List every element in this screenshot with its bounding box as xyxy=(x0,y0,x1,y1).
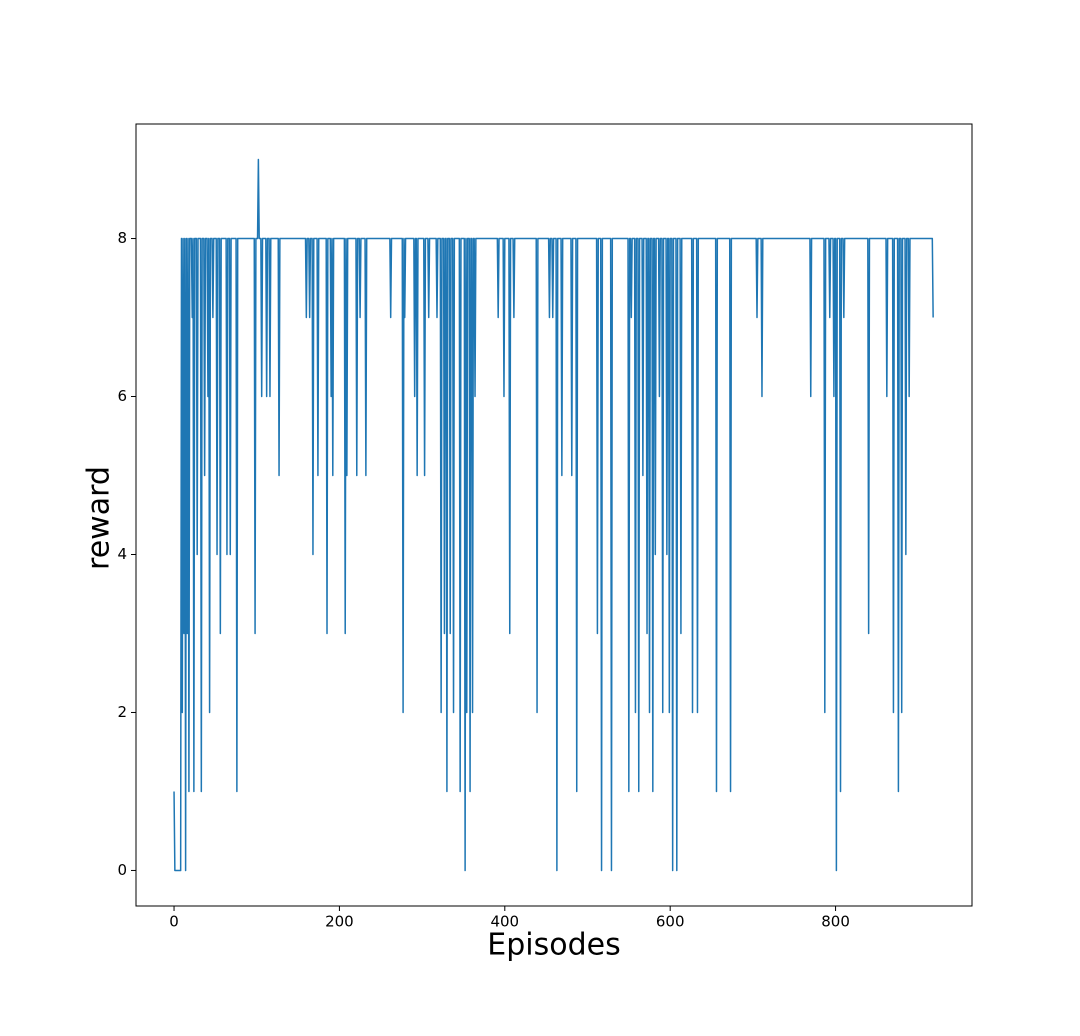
y-tick-label: 2 xyxy=(117,703,127,721)
x-tick-label: 800 xyxy=(821,913,850,931)
y-axis-label: reward xyxy=(82,466,117,570)
x-tick-label: 600 xyxy=(656,913,685,931)
x-axis-label: Episodes xyxy=(487,928,620,963)
y-tick-label: 6 xyxy=(117,387,127,405)
y-tick-label: 4 xyxy=(117,545,127,563)
y-tick-label: 8 xyxy=(117,229,127,247)
x-tick-label: 200 xyxy=(325,913,354,931)
x-tick-label: 0 xyxy=(169,913,179,931)
y-tick-label: 0 xyxy=(117,861,127,879)
data-line xyxy=(173,158,934,872)
plot-frame xyxy=(135,123,973,907)
x-tick-label: 400 xyxy=(490,913,519,931)
